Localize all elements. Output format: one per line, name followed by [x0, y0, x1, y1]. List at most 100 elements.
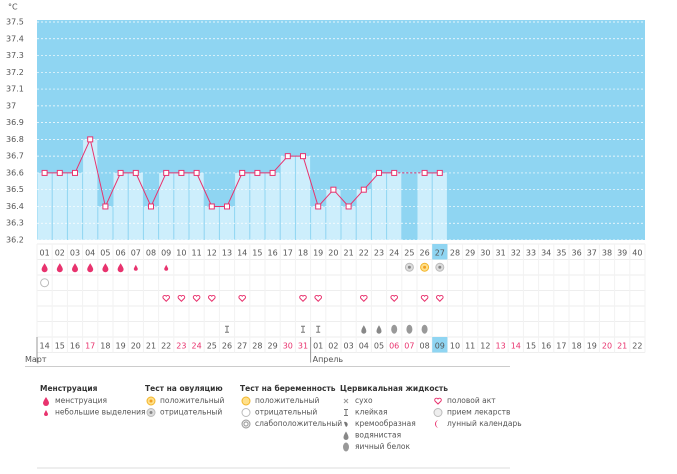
icon-shape	[72, 263, 78, 273]
date-label: 10	[450, 341, 460, 350]
cycle-day: 40	[632, 248, 642, 257]
temp-point	[421, 169, 428, 176]
legend-icon	[343, 398, 349, 404]
icon-shape	[438, 265, 442, 269]
cycle-day: 13	[222, 248, 232, 257]
icon-shape	[343, 398, 349, 404]
legend-label: сухо	[355, 396, 373, 405]
icon-shape	[343, 431, 349, 440]
date-label: 31	[298, 341, 308, 350]
date-label: 14	[40, 341, 50, 350]
cycle-day: 23	[374, 248, 384, 257]
legend-label: кремообразная	[355, 419, 416, 428]
symbol-spotting	[164, 264, 169, 271]
date-label: 24	[192, 341, 202, 350]
date-label: 21	[617, 341, 627, 350]
date-label: 05	[374, 341, 384, 350]
temp-point	[376, 169, 382, 176]
symbol-watery	[376, 325, 382, 334]
date-label: 18	[572, 341, 582, 350]
legend-label: менструация	[55, 396, 107, 405]
icon-shape	[117, 263, 124, 273]
legend-label: положительный	[160, 396, 225, 405]
legend-label: положительный	[255, 396, 320, 405]
legend-icon	[344, 409, 348, 416]
cycle-day: 33	[526, 248, 536, 257]
cycle-day: 04	[85, 248, 95, 257]
symbol-intercourse	[299, 294, 307, 302]
date-label: 13	[496, 341, 506, 350]
legend-label: слабоположительный	[255, 419, 342, 428]
legend-title: Тест на беременность	[240, 384, 336, 393]
cycle-day: 05	[100, 248, 110, 257]
symbol-menstruation	[117, 263, 124, 273]
icon-shape	[316, 325, 321, 333]
symbol-egg-white	[406, 324, 413, 334]
date-label: 18	[100, 341, 110, 350]
date-label: 19	[116, 341, 126, 350]
cycle-day: 01	[40, 248, 50, 257]
legend-label: водянистая	[355, 431, 401, 440]
temp-point	[300, 153, 306, 160]
legend-label: клейкая	[355, 408, 387, 417]
cycle-day: 26	[420, 248, 430, 257]
icon-shape	[420, 294, 429, 302]
icon-shape	[87, 263, 94, 273]
date-label: 26	[222, 341, 232, 350]
cycle-day: 24	[389, 248, 399, 257]
cycle-day: 38	[602, 248, 612, 257]
cycle-day: 09	[161, 248, 171, 257]
cycle-day: 31	[496, 248, 506, 257]
temp-bar	[52, 172, 67, 240]
temp-point	[391, 169, 398, 176]
date-label: 29	[268, 341, 278, 350]
temp-point	[72, 169, 78, 176]
y-tick-label: 36.7	[6, 152, 24, 161]
cycle-day: 27	[435, 248, 445, 257]
date-label: 30	[283, 341, 293, 350]
icon-shape	[360, 294, 368, 302]
icon-shape	[407, 265, 411, 269]
icon-shape	[41, 263, 48, 273]
month-label: Март	[25, 355, 47, 364]
temp-point	[315, 203, 322, 210]
cycle-day: 32	[511, 248, 521, 257]
y-tick-label: 36.6	[6, 168, 24, 177]
legend-icon	[435, 420, 439, 428]
date-label: 11	[465, 341, 475, 350]
date-label: 20	[131, 341, 141, 350]
symbol-intercourse	[314, 294, 322, 302]
symbol-sticky	[301, 325, 305, 333]
symbol-menstruation	[72, 263, 78, 273]
symbol-intercourse	[162, 294, 170, 302]
symbol-ovulation-positive	[420, 262, 430, 272]
cycle-day: 03	[70, 248, 80, 257]
legend-icon	[146, 396, 156, 406]
temp-point	[163, 169, 170, 176]
date-label: 01	[313, 341, 323, 350]
icon-shape	[390, 294, 398, 302]
temp-point	[41, 169, 48, 176]
legend-icon	[241, 408, 251, 417]
cycle-day: 11	[192, 248, 202, 257]
symbol-ovulation-negative	[404, 262, 414, 272]
month-label: Апрель	[313, 355, 344, 364]
legend-icon	[343, 431, 349, 440]
temp-point	[117, 169, 124, 176]
cycle-day: 19	[313, 248, 323, 257]
date-label: 12	[480, 341, 490, 350]
date-label: 25	[207, 341, 217, 350]
symbol-menstruation	[56, 263, 63, 273]
date-label: 27	[237, 341, 247, 350]
icon-shape	[299, 294, 307, 302]
date-label: 22	[161, 341, 171, 350]
cycle-day: 25	[404, 248, 414, 257]
temp-point	[224, 203, 230, 210]
cycle-day: 35	[556, 248, 566, 257]
legend-label: отрицательный	[160, 408, 222, 417]
icon-shape	[436, 294, 444, 302]
legend-title: Тест на овуляцию	[145, 384, 223, 393]
symbol-pregnancy-negative	[40, 278, 50, 288]
temp-point	[254, 169, 261, 176]
date-label: 16	[541, 341, 551, 350]
